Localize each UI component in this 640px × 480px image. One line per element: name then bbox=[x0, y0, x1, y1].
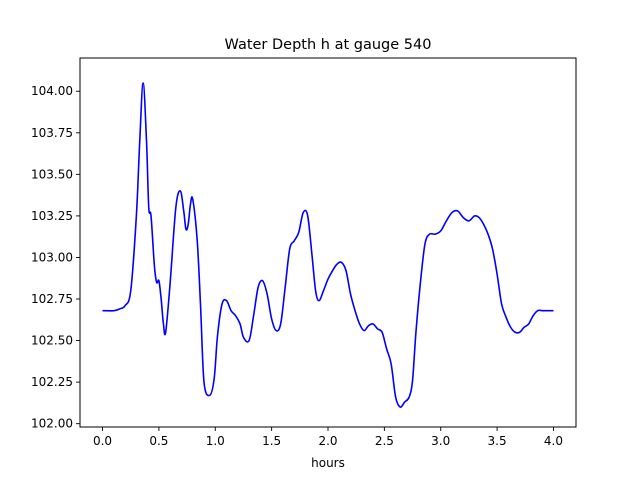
x-tick-label: 1.5 bbox=[262, 434, 281, 448]
x-tick-label: 2.5 bbox=[375, 434, 394, 448]
y-tick-label: 103.00 bbox=[31, 250, 73, 264]
chart-title: Water Depth h at gauge 540 bbox=[225, 37, 432, 53]
y-tick-label: 103.50 bbox=[31, 167, 73, 181]
x-tick-label: 4.0 bbox=[544, 434, 563, 448]
y-axis: 102.00 102.25 102.50 102.75 103.00 103.25 103.… bbox=[31, 84, 80, 431]
x-tick-label: 0.0 bbox=[93, 434, 112, 448]
series-line-0 bbox=[102, 82, 554, 408]
y-tick-label: 102.00 bbox=[31, 417, 73, 431]
x-tick-label: 3.5 bbox=[488, 434, 507, 448]
x-tick-label: 3.0 bbox=[431, 434, 450, 448]
y-tick-label: 102.75 bbox=[31, 292, 73, 306]
x-axis: 0.0 0.5 1.0 1.5 2.0 2.5 3.0 3.5 4.0 bbox=[93, 427, 563, 448]
x-tick-label: 1.0 bbox=[206, 434, 225, 448]
x-tick-label: 0.5 bbox=[149, 434, 168, 448]
y-tick-label: 102.50 bbox=[31, 334, 73, 348]
y-tick-label: 103.25 bbox=[31, 209, 73, 223]
y-tick-label: 102.25 bbox=[31, 375, 73, 389]
x-tick-label: 2.0 bbox=[318, 434, 337, 448]
x-axis-label: hours bbox=[311, 456, 345, 470]
y-tick-label: 103.75 bbox=[31, 126, 73, 140]
y-tick-label: 104.00 bbox=[31, 84, 73, 98]
